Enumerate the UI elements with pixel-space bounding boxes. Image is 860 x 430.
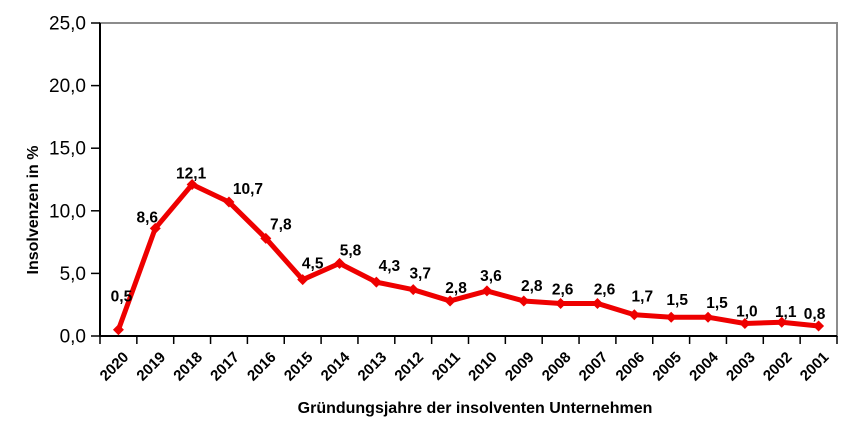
plot-border [99, 22, 838, 337]
x-tick-label: 2006 [613, 349, 649, 385]
data-point-marker [334, 257, 346, 269]
data-point-label: 3,7 [409, 266, 431, 283]
y-tick-label: 10,0 [49, 201, 86, 222]
x-tick-label: 2008 [539, 349, 575, 385]
data-point-marker [407, 284, 419, 296]
x-tick-label: 2005 [649, 349, 685, 385]
data-point-label: 10,7 [233, 181, 263, 198]
x-tick-label: 2007 [576, 349, 612, 385]
data-point-marker [813, 320, 825, 332]
data-point-label: 1,1 [775, 304, 797, 321]
data-point-label: 2,8 [445, 280, 467, 297]
data-point-label: 3,6 [480, 268, 502, 285]
x-tick-label: 2019 [133, 349, 169, 385]
y-tick-label: 5,0 [60, 264, 86, 285]
x-tick-label: 2014 [318, 348, 354, 384]
data-point-marker [370, 276, 382, 288]
data-point-marker [112, 324, 124, 336]
data-point-marker [665, 311, 677, 323]
data-point-label: 0,5 [111, 289, 133, 306]
data-point-marker [481, 285, 493, 297]
data-point-label: 0,8 [804, 306, 826, 323]
data-point-marker [223, 196, 235, 208]
data-point-marker [444, 295, 456, 307]
data-point-label: 2,8 [521, 278, 543, 295]
x-tick-label: 2001 [797, 349, 833, 385]
x-tick-label: 2004 [686, 348, 722, 384]
data-point-label: 8,6 [136, 209, 158, 226]
data-point-marker [702, 311, 714, 323]
data-point-marker [555, 297, 567, 309]
x-axis-title: Gründungsjahre der insolventen Unternehm… [298, 400, 653, 417]
data-point-label: 5,8 [340, 242, 362, 259]
data-point-marker [776, 316, 788, 328]
x-tick-label: 2002 [760, 349, 796, 385]
data-point-label: 2,6 [552, 281, 574, 298]
data-point-label: 2,6 [594, 281, 616, 298]
series-line [115, 182, 822, 333]
y-tick-label: 0,0 [60, 327, 86, 348]
y-tick-label: 25,0 [49, 14, 86, 35]
y-axis-title: Insolvenzen in % [25, 146, 42, 275]
x-tick-label: 2010 [465, 349, 501, 385]
data-point-label: 12,1 [176, 166, 207, 183]
data-point-label: 7,8 [270, 216, 292, 233]
data-point-marker [518, 295, 530, 307]
x-tick-label: 2020 [97, 349, 133, 385]
x-tick-label: 2012 [391, 349, 427, 385]
data-point-label: 4,5 [302, 256, 324, 273]
x-tick-label: 2018 [170, 349, 206, 385]
x-tick-label: 2013 [355, 349, 391, 385]
x-tick-label: 2017 [207, 349, 243, 385]
y-tick-label: 20,0 [49, 76, 86, 97]
x-tick-label: 2015 [281, 349, 317, 385]
y-tick-label: 15,0 [49, 139, 86, 160]
data-point-marker [260, 232, 272, 244]
x-tick-label: 2016 [244, 349, 280, 385]
data-point-marker [186, 179, 198, 191]
data-point-marker [149, 222, 161, 234]
x-tick-label: 2003 [723, 349, 759, 385]
data-point-label: 1,5 [706, 295, 728, 312]
data-point-label: 1,5 [666, 292, 688, 309]
data-point-marker [739, 317, 751, 329]
data-point-label: 4,3 [379, 258, 401, 275]
x-tick-label: 2009 [502, 349, 538, 385]
data-point-label: 1,7 [632, 289, 654, 306]
data-point-marker [628, 309, 640, 321]
x-tick-label: 2011 [429, 349, 464, 384]
data-point-marker [297, 274, 309, 286]
data-point-label: 1,0 [736, 303, 758, 320]
data-point-marker [591, 297, 603, 309]
